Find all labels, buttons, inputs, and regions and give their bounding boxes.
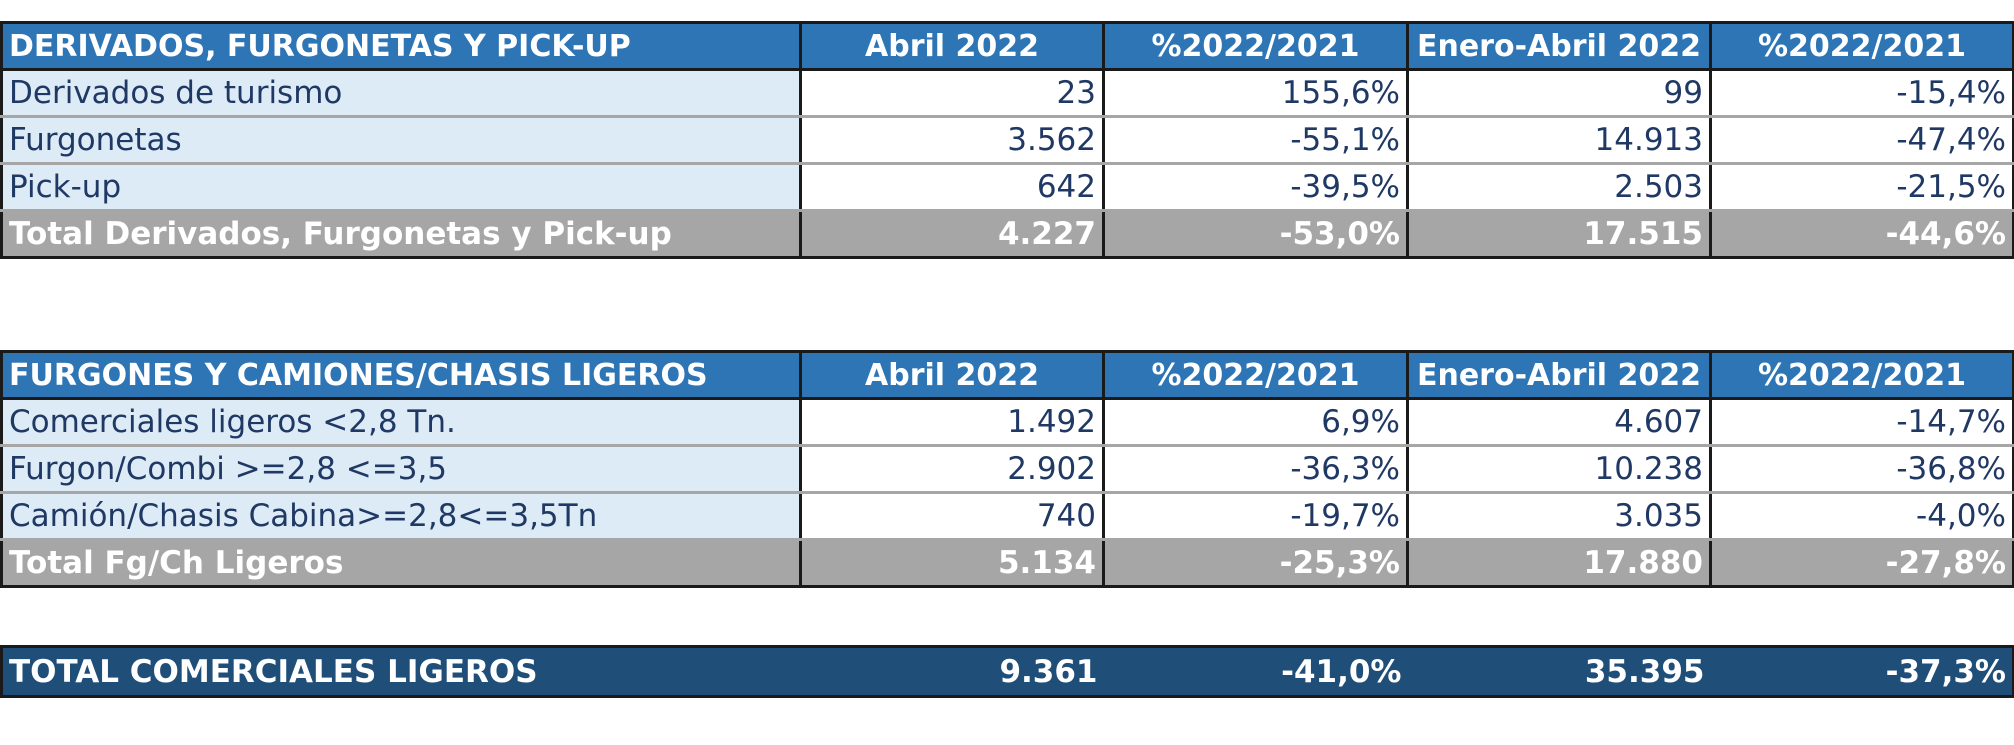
- table-furgones-camiones-ligeros: FURGONES Y CAMIONES/CHASIS LIGEROS Abril…: [0, 350, 2014, 588]
- total-enero-abril: 17.880: [1406, 538, 1712, 588]
- total-pct-month: -53,0%: [1102, 209, 1409, 259]
- table-row: Comerciales ligeros <2,8 Tn. 1.492 6,9% …: [0, 398, 2014, 447]
- column-header-pct-ytd: %2022/2021: [1709, 350, 2014, 400]
- total-pct-month: -25,3%: [1102, 538, 1409, 588]
- row-label: Pick-up: [0, 163, 802, 212]
- table-header-row: FURGONES Y CAMIONES/CHASIS LIGEROS Abril…: [0, 350, 2014, 400]
- table-row: Pick-up 642 -39,5% 2.503 -21,5%: [0, 163, 2014, 212]
- row-label: Derivados de turismo: [0, 69, 802, 118]
- row-label: Furgonetas: [0, 116, 802, 165]
- table-row: Furgonetas 3.562 -55,1% 14.913 -47,4%: [0, 116, 2014, 165]
- total-label: Total Fg/Ch Ligeros: [0, 538, 802, 588]
- cell-pct-month: 6,9%: [1102, 398, 1409, 447]
- column-header-enero-abril: Enero-Abril 2022: [1406, 21, 1712, 71]
- cell-abril: 23: [799, 69, 1105, 118]
- table-title: FURGONES Y CAMIONES/CHASIS LIGEROS: [0, 350, 802, 400]
- total-abril: 5.134: [799, 538, 1105, 588]
- grand-total-row: TOTAL COMERCIALES LIGEROS 9.361 -41,0% 3…: [0, 645, 2014, 698]
- cell-enero-abril: 3.035: [1406, 492, 1712, 541]
- table-row: Furgon/Combi >=2,8 <=3,5 2.902 -36,3% 10…: [0, 445, 2014, 494]
- cell-pct-ytd: -14,7%: [1709, 398, 2014, 447]
- total-pct-ytd: -27,8%: [1709, 538, 2014, 588]
- table-derivados-furgonetas-pickup: DERIVADOS, FURGONETAS Y PICK-UP Abril 20…: [0, 21, 2014, 259]
- row-label: Camión/Chasis Cabina>=2,8<=3,5Tn: [0, 492, 802, 541]
- column-header-abril: Abril 2022: [799, 350, 1105, 400]
- cell-pct-ytd: -36,8%: [1709, 445, 2014, 494]
- cell-pct-month: -36,3%: [1102, 445, 1409, 494]
- cell-pct-month: -19,7%: [1102, 492, 1409, 541]
- row-label: Furgon/Combi >=2,8 <=3,5: [0, 445, 802, 494]
- total-pct-ytd: -44,6%: [1709, 209, 2014, 259]
- total-enero-abril: 17.515: [1406, 209, 1712, 259]
- table-header-row: DERIVADOS, FURGONETAS Y PICK-UP Abril 20…: [0, 21, 2014, 71]
- cell-enero-abril: 2.503: [1406, 163, 1712, 212]
- cell-abril: 2.902: [799, 445, 1105, 494]
- grand-total-abril: 9.361: [800, 645, 1104, 698]
- column-header-pct-month: %2022/2021: [1102, 350, 1409, 400]
- grand-total-label: TOTAL COMERCIALES LIGEROS: [0, 645, 801, 698]
- table-row: Camión/Chasis Cabina>=2,8<=3,5Tn 740 -19…: [0, 492, 2014, 541]
- total-abril: 4.227: [799, 209, 1105, 259]
- column-header-pct-month: %2022/2021: [1102, 21, 1409, 71]
- cell-abril: 642: [799, 163, 1105, 212]
- cell-pct-month: 155,6%: [1102, 69, 1409, 118]
- row-label: Comerciales ligeros <2,8 Tn.: [0, 398, 802, 447]
- column-header-pct-ytd: %2022/2021: [1709, 21, 2014, 71]
- cell-pct-month: -39,5%: [1102, 163, 1409, 212]
- column-header-abril: Abril 2022: [799, 21, 1105, 71]
- cell-enero-abril: 10.238: [1406, 445, 1712, 494]
- cell-abril: 1.492: [799, 398, 1105, 447]
- total-row: Total Derivados, Furgonetas y Pick-up 4.…: [0, 209, 2014, 259]
- grand-total-pct-month: -41,0%: [1103, 645, 1408, 698]
- cell-pct-month: -55,1%: [1102, 116, 1409, 165]
- cell-abril: 3.562: [799, 116, 1105, 165]
- cell-enero-abril: 99: [1406, 69, 1712, 118]
- cell-enero-abril: 14.913: [1406, 116, 1712, 165]
- cell-enero-abril: 4.607: [1406, 398, 1712, 447]
- table-row: Derivados de turismo 23 155,6% 99 -15,4%: [0, 69, 2014, 118]
- column-header-enero-abril: Enero-Abril 2022: [1406, 350, 1712, 400]
- grand-total-table: TOTAL COMERCIALES LIGEROS 9.361 -41,0% 3…: [0, 645, 2014, 698]
- cell-pct-ytd: -4,0%: [1709, 492, 2014, 541]
- cell-pct-ytd: -47,4%: [1709, 116, 2014, 165]
- grand-total-pct-ytd: -37,3%: [1710, 645, 2014, 698]
- table-title: DERIVADOS, FURGONETAS Y PICK-UP: [0, 21, 802, 71]
- cell-pct-ytd: -15,4%: [1709, 69, 2014, 118]
- cell-abril: 740: [799, 492, 1105, 541]
- grand-total-enero-abril: 35.395: [1407, 645, 1711, 698]
- total-row: Total Fg/Ch Ligeros 5.134 -25,3% 17.880 …: [0, 538, 2014, 588]
- cell-pct-ytd: -21,5%: [1709, 163, 2014, 212]
- total-label: Total Derivados, Furgonetas y Pick-up: [0, 209, 802, 259]
